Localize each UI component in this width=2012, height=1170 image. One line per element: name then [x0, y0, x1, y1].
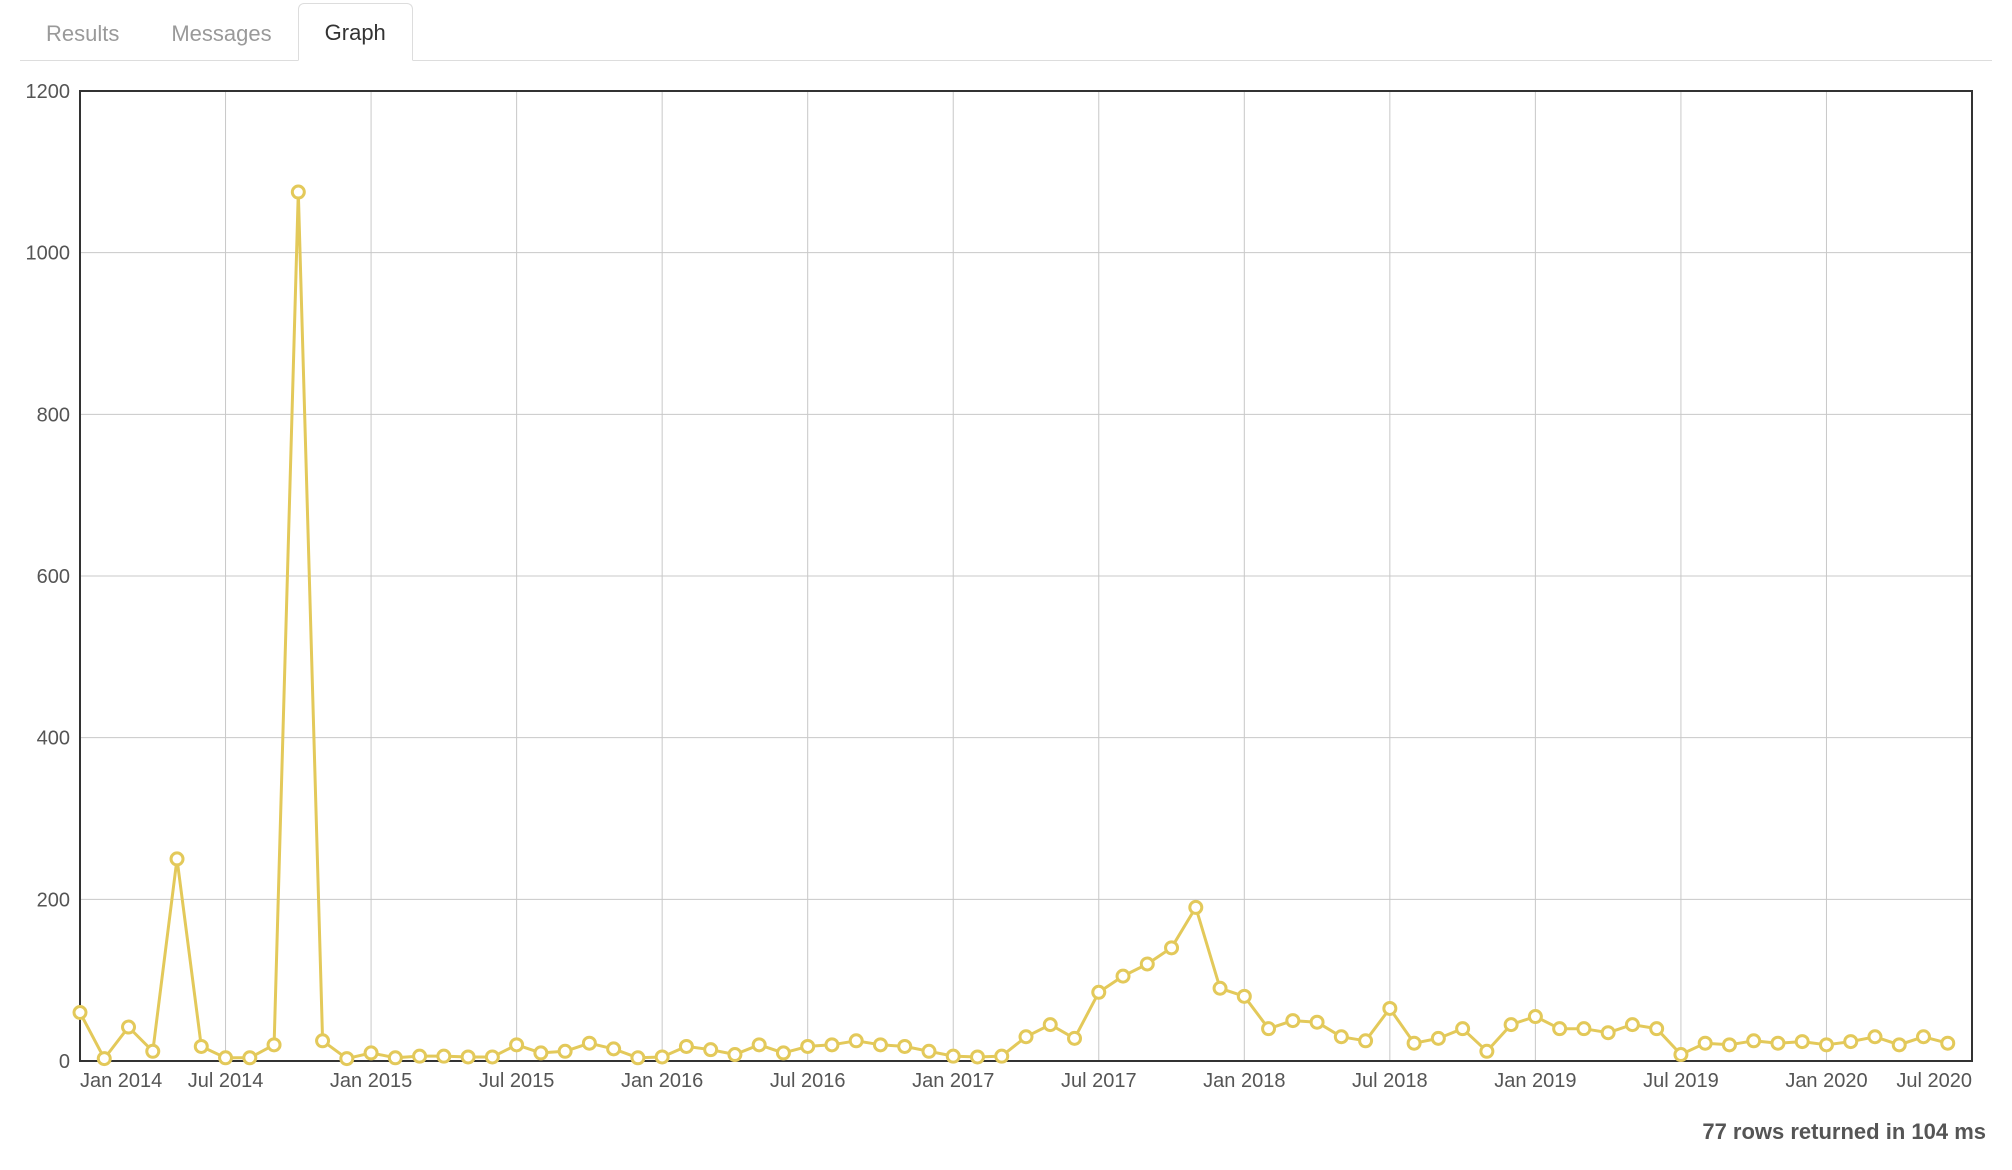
- svg-text:Jan 2016: Jan 2016: [621, 1070, 703, 1087]
- tab-bar: Results Messages Graph: [20, 0, 1992, 61]
- svg-text:1000: 1000: [26, 243, 71, 265]
- svg-text:Jan 2018: Jan 2018: [1203, 1070, 1285, 1087]
- svg-text:Jul 2018: Jul 2018: [1352, 1070, 1428, 1087]
- svg-text:Jul 2017: Jul 2017: [1061, 1070, 1137, 1087]
- svg-text:Jul 2014: Jul 2014: [188, 1070, 264, 1087]
- svg-text:Jul 2019: Jul 2019: [1643, 1070, 1719, 1087]
- tab-messages[interactable]: Messages: [145, 5, 297, 61]
- svg-text:Jul 2020: Jul 2020: [1896, 1070, 1972, 1087]
- svg-text:Jul 2015: Jul 2015: [479, 1070, 555, 1087]
- svg-text:Jan 2017: Jan 2017: [912, 1070, 994, 1087]
- line-chart: 0 200 400 600 800 1000 1200 Jan 2014 Jul 2014 Jan…: [20, 77, 1980, 1087]
- svg-text:400: 400: [37, 728, 70, 750]
- status-text: 77 rows returned in 104 ms: [1702, 1119, 1986, 1145]
- svg-text:600: 600: [37, 566, 70, 588]
- svg-text:Jan 2014: Jan 2014: [80, 1070, 162, 1087]
- svg-text:0: 0: [59, 1051, 70, 1073]
- page-root: Results Messages Graph 0 200 400 600 800 1000…: [0, 0, 2012, 1170]
- svg-text:Jul 2016: Jul 2016: [770, 1070, 846, 1087]
- svg-text:800: 800: [37, 404, 70, 426]
- svg-text:Jan 2019: Jan 2019: [1494, 1070, 1576, 1087]
- tab-results[interactable]: Results: [20, 5, 145, 61]
- svg-text:1200: 1200: [26, 81, 71, 103]
- tab-graph[interactable]: Graph: [298, 3, 413, 61]
- svg-text:Jan 2020: Jan 2020: [1785, 1070, 1867, 1087]
- chart-container: 0 200 400 600 800 1000 1200 Jan 2014 Jul 2014 Jan…: [20, 77, 1992, 1092]
- svg-text:200: 200: [37, 889, 70, 911]
- svg-text:Jan 2015: Jan 2015: [330, 1070, 412, 1087]
